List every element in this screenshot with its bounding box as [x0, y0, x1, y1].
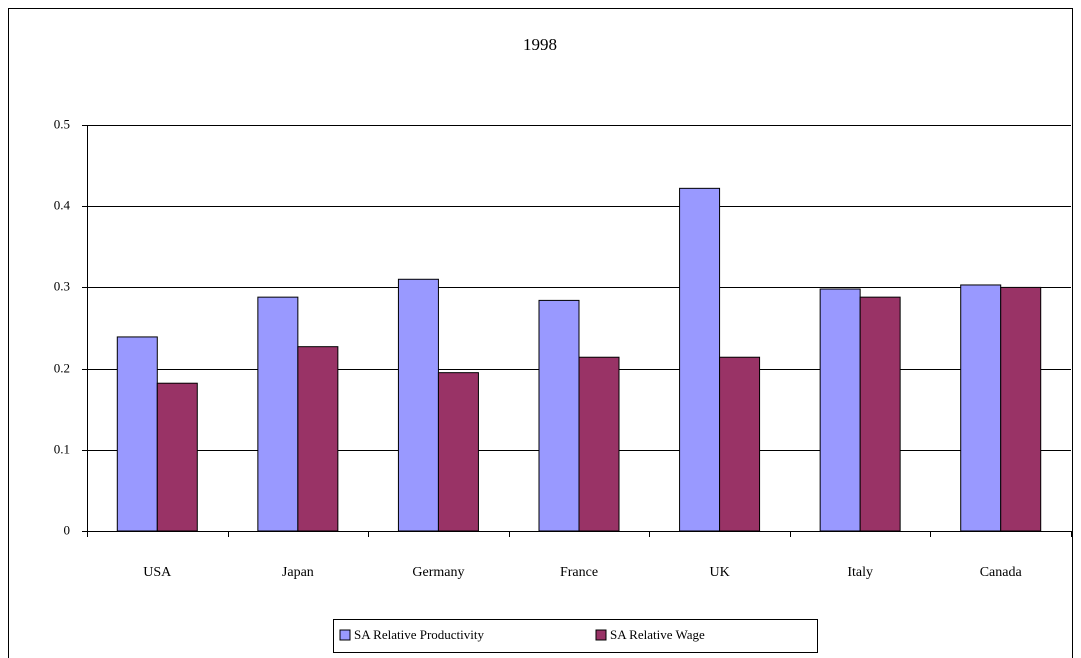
y-tick-label: 0 [64, 522, 71, 537]
bar [437, 372, 479, 532]
bar [297, 346, 339, 532]
legend-label: SA Relative Wage [610, 627, 705, 642]
bar [719, 356, 761, 532]
bar [538, 299, 580, 532]
x-tick-label: Japan [282, 565, 314, 580]
chart-frame [8, 8, 1073, 658]
bar [156, 382, 198, 532]
x-tick-label: Canada [980, 565, 1023, 580]
y-tick-label: 0.3 [54, 278, 70, 293]
bar [257, 296, 299, 532]
x-tick-label: USA [143, 565, 172, 580]
bar [1000, 286, 1042, 532]
y-tick-label: 0.5 [54, 116, 70, 131]
bar [397, 278, 439, 532]
x-tick-label: Germany [412, 565, 464, 580]
legend-swatch [339, 629, 351, 641]
y-tick-label: 0.4 [54, 197, 71, 212]
legend-box [333, 619, 818, 653]
bar [819, 288, 861, 532]
chart-title: 1998 [523, 35, 557, 54]
bar [116, 336, 158, 532]
legend-label: SA Relative Productivity [354, 627, 484, 642]
legend-swatch [595, 629, 607, 641]
bar [578, 356, 620, 532]
bar [960, 284, 1002, 532]
y-tick-label: 0.2 [54, 360, 70, 375]
x-tick-label: France [560, 565, 598, 580]
y-tick-label: 0.1 [54, 441, 70, 456]
x-tick-label: UK [709, 565, 729, 580]
bar [679, 187, 721, 532]
x-tick-label: Italy [847, 565, 873, 580]
bar [859, 296, 901, 532]
